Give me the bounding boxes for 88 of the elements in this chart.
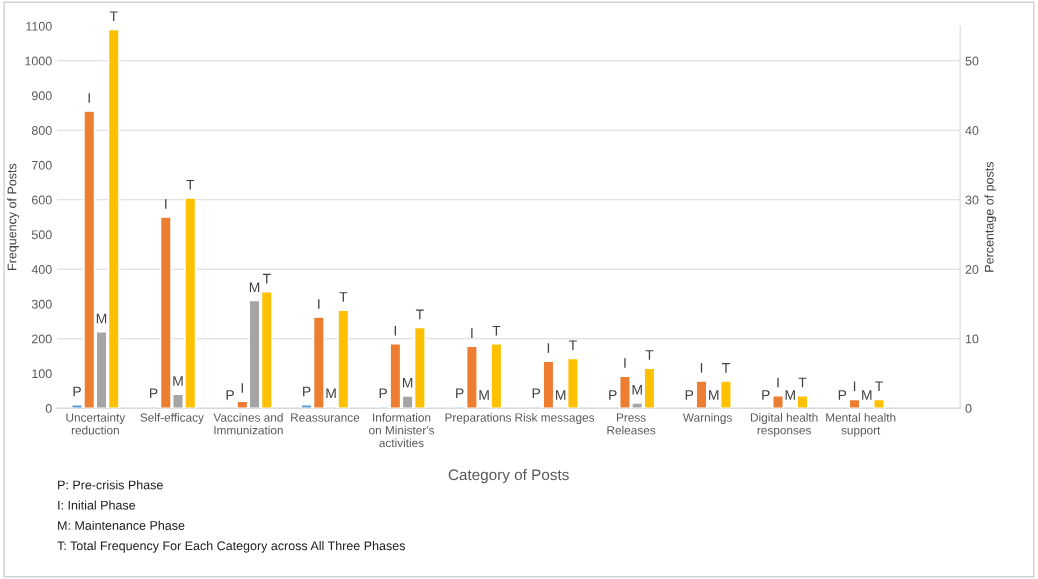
data-label: T <box>875 381 883 392</box>
bar <box>490 343 503 409</box>
text: T: Total Frequency For Each Category across All Three Phases <box>57 540 405 553</box>
x-tick-label: Uncertainty reduction <box>66 413 126 435</box>
y-tick-label: 900 <box>31 91 52 101</box>
text: M: Maintenance Phase <box>58 520 185 530</box>
bar <box>567 357 579 409</box>
text: M <box>556 390 566 400</box>
text: P <box>685 390 694 400</box>
data-label: I <box>853 381 856 392</box>
x-tick-label: Digital health responses <box>750 413 818 437</box>
x-tick-label: Reassurance <box>291 413 360 422</box>
data-label: P <box>73 386 81 397</box>
text: P <box>609 390 617 400</box>
text: M <box>862 390 872 400</box>
bar <box>796 394 809 409</box>
y-tick-label: 400 <box>31 265 52 274</box>
text: P: Pre-crisis Phase <box>58 480 163 490</box>
bar <box>720 380 732 409</box>
y2-axis-title: Percentage of posts <box>984 161 997 272</box>
text: M <box>709 390 719 400</box>
x-tick-label: Self-efficacy <box>140 413 204 425</box>
bar <box>873 398 885 409</box>
data-label: T <box>262 273 271 284</box>
y-tick-label: 0 <box>45 404 52 413</box>
bar <box>772 394 784 409</box>
y2-tick-label: 40 <box>965 126 979 135</box>
data-label: I <box>241 383 243 393</box>
x-tick-label: Risk messages <box>515 413 595 425</box>
data-label: T <box>568 340 577 351</box>
data-label: P <box>456 388 464 399</box>
data-label: M <box>326 388 336 399</box>
data-label: P <box>379 388 388 399</box>
text: I: Initial Phase <box>58 500 136 510</box>
y-tick-label: 800 <box>31 126 52 135</box>
x-tick-label: Warnings <box>682 413 732 425</box>
y-tick-label: 500 <box>31 230 52 240</box>
x-tick-label: Press Releases <box>607 413 656 435</box>
data-label: I <box>624 358 626 368</box>
data-label: T <box>415 309 424 320</box>
y-axis-title: Frequency of Posts <box>7 163 19 270</box>
y2-tick-label: 30 <box>965 195 979 205</box>
y2-tick-label: 10 <box>965 334 979 344</box>
data-label: I <box>471 328 473 338</box>
data-label: I <box>88 93 90 103</box>
x-axis-title: Category of Posts <box>448 468 569 484</box>
y2-tick-label: 50 <box>965 56 979 66</box>
data-label: I <box>318 299 320 309</box>
y2-tick-label: 0 <box>965 404 972 413</box>
x-tick-label: Mental health support <box>826 413 896 437</box>
x-tick-label: Preparations <box>445 413 512 425</box>
text: M <box>479 390 489 400</box>
data-label: I <box>700 363 703 373</box>
data-label: M <box>249 282 260 293</box>
text: P <box>838 390 847 400</box>
data-label: T <box>798 377 807 388</box>
data-label: M <box>402 378 413 388</box>
data-label: T <box>492 325 501 336</box>
data-label: I <box>777 377 779 388</box>
data-label: T <box>339 292 348 302</box>
x-tick-label: Information on Minister's activities <box>369 413 434 448</box>
y-tick-label: 700 <box>32 160 52 170</box>
data-label: I <box>394 325 396 336</box>
y2-tick-label: 20 <box>965 265 979 274</box>
data-label: P <box>303 386 311 397</box>
data-label: T <box>186 180 195 190</box>
data-label: P <box>150 388 158 399</box>
y-tick-label: 300 <box>31 299 52 309</box>
data-label: I <box>165 199 167 209</box>
data-label: M <box>96 313 107 324</box>
y-tick-label: 1000 <box>25 56 52 66</box>
text: P <box>762 390 770 400</box>
data-label: M <box>632 384 642 395</box>
bar <box>695 380 708 409</box>
y-tick-label: 200 <box>32 334 52 344</box>
text: M <box>785 390 795 400</box>
data-label: P <box>532 388 541 399</box>
text: P <box>226 390 234 400</box>
y-tick-label: 600 <box>32 195 52 205</box>
data-label: I <box>547 343 550 353</box>
bar <box>848 398 861 409</box>
data-label: M <box>173 376 183 386</box>
x-tick-label: Vaccines and Immunization <box>213 413 283 435</box>
y-tick-label: 1100 <box>26 21 52 31</box>
data-label: T <box>722 363 730 373</box>
y-tick-label: 100 <box>32 369 52 379</box>
data-label: T <box>109 11 118 22</box>
data-label: T <box>645 350 654 360</box>
